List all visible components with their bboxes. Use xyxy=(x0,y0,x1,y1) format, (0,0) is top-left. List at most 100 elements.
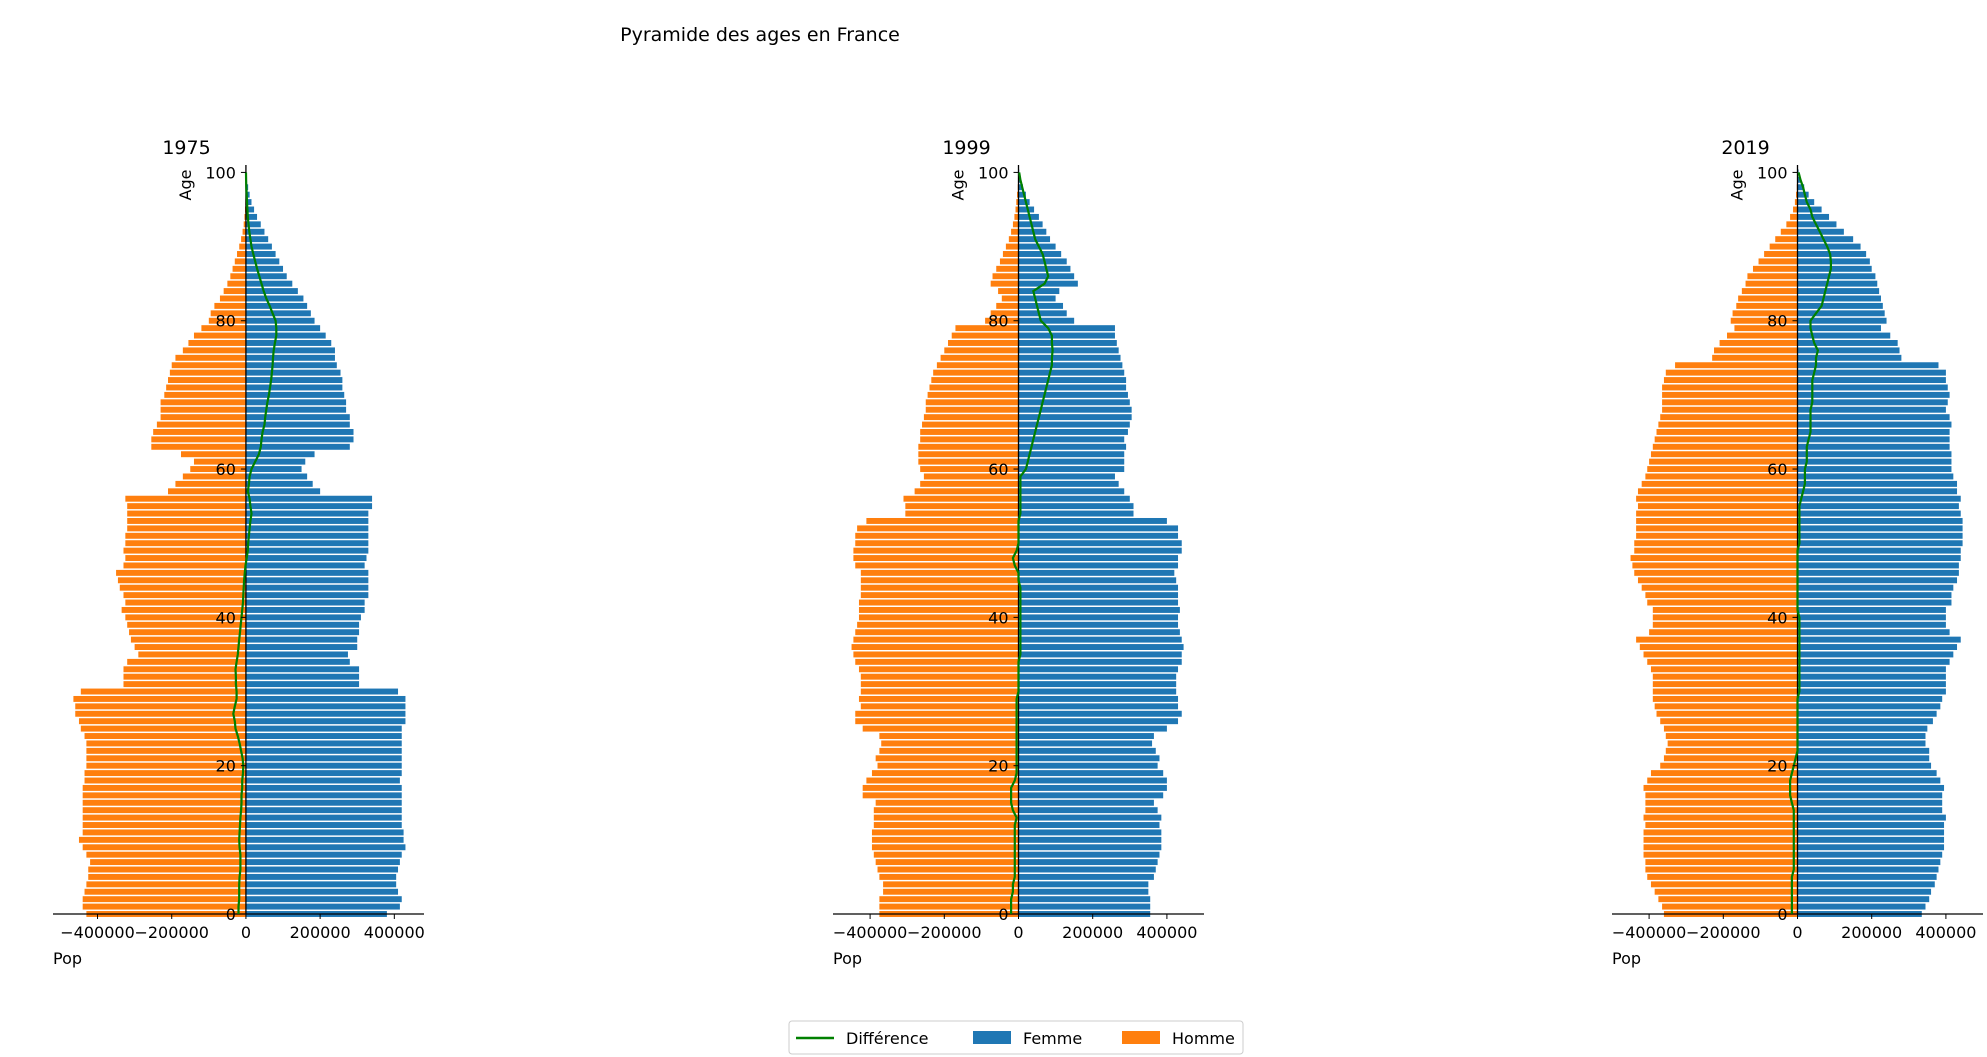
bar-femme-age-1 xyxy=(1018,903,1151,910)
bar-femme-age-31 xyxy=(1018,681,1177,688)
bar-femme-age-88 xyxy=(1018,258,1067,265)
bar-femme-age-72 xyxy=(245,377,343,384)
bar-homme-age-60 xyxy=(920,466,1019,473)
bar-femme-age-3 xyxy=(245,888,399,895)
x-tick-label-4: 400000 xyxy=(1915,923,1976,942)
bar-homme-age-22 xyxy=(879,747,1019,754)
bar-femme-age-8 xyxy=(1797,851,1943,858)
legend-item-femme: Femme xyxy=(973,1029,1082,1048)
bar-femme-age-8 xyxy=(1018,851,1160,858)
bar-femme-age-81 xyxy=(245,310,311,317)
bar-homme-age-88 xyxy=(999,258,1019,265)
bar-homme-age-85 xyxy=(227,280,246,287)
bar-femme-age-68 xyxy=(1018,406,1132,413)
bar-homme-age-31 xyxy=(860,681,1019,688)
bar-homme-age-48 xyxy=(853,555,1019,562)
bar-homme-age-91 xyxy=(241,236,246,243)
bar-femme-age-78 xyxy=(1797,332,1891,339)
bar-homme-age-30 xyxy=(1652,688,1798,695)
bar-homme-age-53 xyxy=(866,517,1019,524)
bar-femme-age-9 xyxy=(1797,844,1945,851)
bar-femme-age-24 xyxy=(1018,733,1154,739)
bar-homme-age-74 xyxy=(171,362,246,369)
bar-homme-age-35 xyxy=(138,651,246,658)
bar-homme-age-50 xyxy=(1634,540,1798,547)
bar-homme-age-26 xyxy=(855,718,1019,725)
bar-femme-age-67 xyxy=(245,414,350,421)
bar-femme-age-17 xyxy=(1797,784,1945,791)
bar-femme-age-21 xyxy=(1018,755,1160,762)
bar-femme-age-91 xyxy=(245,236,269,243)
bar-femme-age-41 xyxy=(245,606,365,613)
bar-homme-age-49 xyxy=(123,547,246,554)
bar-femme-age-73 xyxy=(245,369,341,376)
bar-femme-age-93 xyxy=(245,221,261,228)
x-tick-label-3: 200000 xyxy=(290,923,351,942)
bar-femme-age-84 xyxy=(1018,288,1060,295)
bar-homme-age-1 xyxy=(1662,903,1798,910)
bar-femme-age-92 xyxy=(245,228,265,235)
bar-homme-age-79 xyxy=(1734,325,1798,332)
bar-homme-age-25 xyxy=(862,725,1019,732)
bar-femme-age-88 xyxy=(1797,258,1870,265)
bar-femme-age-40 xyxy=(1018,614,1179,621)
x-tick-label-3: 200000 xyxy=(1062,923,1123,942)
bar-femme-age-50 xyxy=(1797,540,1963,547)
bar-femme-age-81 xyxy=(1797,310,1885,317)
bar-homme-age-2 xyxy=(82,896,246,903)
legend-label: Différence xyxy=(846,1029,928,1048)
bar-homme-age-31 xyxy=(123,681,246,688)
bar-homme-age-85 xyxy=(990,280,1019,287)
bar-femme-age-98 xyxy=(1797,184,1805,191)
bar-femme-age-75 xyxy=(245,354,335,361)
x-tick-label-1: −200000 xyxy=(134,923,208,942)
bar-femme-age-21 xyxy=(245,755,402,762)
bar-femme-age-32 xyxy=(1797,673,1946,680)
bar-femme-age-16 xyxy=(1018,792,1164,799)
bar-homme-age-17 xyxy=(1643,784,1798,791)
bar-femme-age-69 xyxy=(1797,399,1948,406)
bar-homme-age-86 xyxy=(1747,273,1798,280)
bar-homme-age-83 xyxy=(1738,295,1798,302)
bar-homme-age-7 xyxy=(875,859,1019,866)
bar-femme-age-16 xyxy=(1797,792,1943,799)
bar-homme-age-81 xyxy=(210,310,246,317)
bar-homme-age-54 xyxy=(1636,510,1798,517)
bar-homme-age-43 xyxy=(860,592,1019,599)
bar-femme-age-1 xyxy=(245,903,400,910)
bar-homme-age-42 xyxy=(858,599,1019,606)
bar-femme-age-50 xyxy=(1018,540,1182,547)
bar-femme-age-18 xyxy=(245,777,400,784)
bar-homme-age-72 xyxy=(1663,377,1798,384)
bar-homme-age-86 xyxy=(992,273,1019,280)
bar-homme-age-62 xyxy=(180,451,246,458)
bar-femme-age-20 xyxy=(1018,762,1158,769)
bar-homme-age-23 xyxy=(1667,740,1798,747)
bar-femme-age-9 xyxy=(245,844,406,851)
bar-femme-age-59 xyxy=(245,473,308,480)
bar-homme-age-71 xyxy=(1662,384,1798,391)
bar-homme-age-92 xyxy=(1011,228,1019,235)
bar-femme-age-80 xyxy=(245,317,315,324)
bar-homme-age-51 xyxy=(1636,532,1798,539)
bar-homme-age-15 xyxy=(875,799,1019,806)
bar-homme-age-19 xyxy=(1650,770,1798,777)
x-axis-label: Pop xyxy=(53,949,82,968)
bar-homme-age-66 xyxy=(156,421,246,428)
bar-femme-age-20 xyxy=(245,762,402,769)
bar-homme-age-64 xyxy=(151,436,246,443)
bar-homme-age-79 xyxy=(201,325,246,332)
bar-homme-age-87 xyxy=(1752,265,1798,272)
bar-femme-age-38 xyxy=(1018,629,1180,636)
bar-femme-age-62 xyxy=(1797,451,1952,458)
bar-femme-age-30 xyxy=(1797,688,1946,695)
bar-femme-age-71 xyxy=(1018,384,1127,391)
bar-homme-age-75 xyxy=(175,354,246,361)
bar-homme-age-94 xyxy=(1014,213,1019,220)
bar-femme-age-25 xyxy=(245,725,402,732)
bar-homme-age-80 xyxy=(985,317,1019,324)
bar-homme-age-41 xyxy=(858,606,1019,613)
bar-homme-age-84 xyxy=(1741,288,1798,295)
bar-femme-age-77 xyxy=(1018,340,1117,346)
bar-femme-age-89 xyxy=(1018,251,1062,257)
